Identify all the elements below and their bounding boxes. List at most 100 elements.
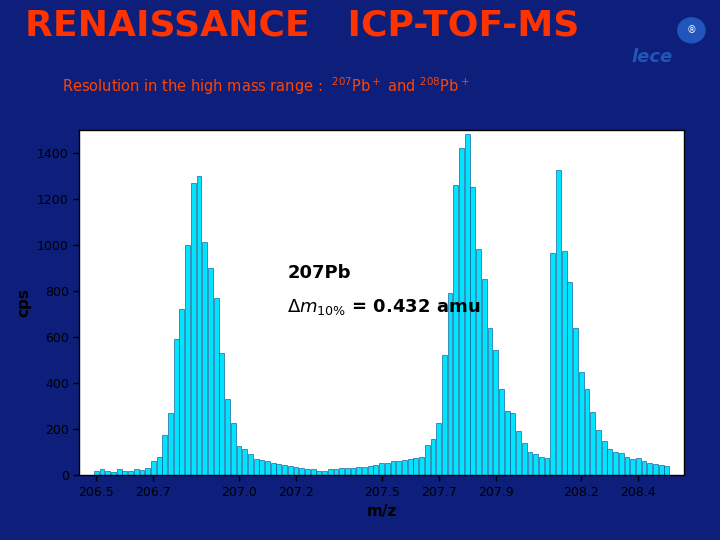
Bar <box>208 268 213 475</box>
Bar <box>408 459 413 475</box>
Bar <box>140 470 145 475</box>
Bar <box>300 468 304 475</box>
Bar <box>368 466 373 475</box>
Bar <box>567 282 572 475</box>
Bar <box>618 453 624 475</box>
Bar <box>145 468 150 475</box>
Bar <box>242 449 247 475</box>
Bar <box>231 423 235 475</box>
Bar <box>624 457 629 475</box>
Bar <box>465 134 469 475</box>
Bar <box>191 183 196 475</box>
Bar <box>602 441 606 475</box>
Bar <box>608 449 612 475</box>
Bar <box>647 463 652 475</box>
X-axis label: m/z: m/z <box>366 504 397 519</box>
Bar <box>163 435 167 475</box>
Bar <box>459 148 464 475</box>
Bar <box>185 245 190 475</box>
Bar <box>322 470 327 475</box>
Bar <box>482 279 487 475</box>
Bar <box>556 170 561 475</box>
Bar <box>659 465 664 475</box>
Bar <box>585 389 590 475</box>
Bar <box>288 466 293 475</box>
Text: $\Delta m_{10\%}$ = 0.432 amu: $\Delta m_{10\%}$ = 0.432 amu <box>287 296 481 316</box>
Bar <box>374 465 378 475</box>
Bar <box>419 457 424 475</box>
Bar <box>385 463 390 475</box>
Bar <box>282 465 287 475</box>
Bar <box>448 293 452 475</box>
Bar <box>390 461 395 475</box>
Bar <box>653 464 658 475</box>
Bar <box>271 463 276 475</box>
Bar <box>436 423 441 475</box>
Bar <box>333 469 338 475</box>
Bar <box>311 469 315 475</box>
Bar <box>197 176 202 475</box>
Bar <box>157 457 161 475</box>
Bar <box>253 459 258 475</box>
Bar <box>99 469 104 475</box>
Circle shape <box>678 18 705 43</box>
Bar <box>454 185 458 475</box>
Bar <box>179 309 184 475</box>
Bar <box>431 440 436 475</box>
Bar <box>579 372 584 475</box>
Bar <box>510 413 516 475</box>
Bar <box>214 298 219 475</box>
Bar <box>487 328 492 475</box>
Bar <box>168 413 173 475</box>
Bar <box>379 463 384 475</box>
Bar <box>202 242 207 475</box>
Bar <box>642 461 647 475</box>
Bar <box>345 468 350 475</box>
Text: RENAISSANCE   ICP-TOF-MS: RENAISSANCE ICP-TOF-MS <box>24 9 579 43</box>
Bar <box>105 470 110 475</box>
Bar <box>362 467 367 475</box>
Bar <box>237 447 241 475</box>
Bar <box>94 470 99 475</box>
Bar <box>493 349 498 475</box>
Bar <box>134 469 139 475</box>
Bar <box>328 469 333 475</box>
Bar <box>550 253 555 475</box>
Bar <box>505 411 510 475</box>
Bar <box>516 431 521 475</box>
Bar <box>539 457 544 475</box>
Bar <box>470 187 475 475</box>
Bar <box>522 443 526 475</box>
Bar <box>151 461 156 475</box>
Bar <box>630 459 635 475</box>
Bar <box>305 469 310 475</box>
Bar <box>117 469 122 475</box>
Bar <box>402 460 407 475</box>
Text: Resolution in the high mass range :  $^{207}$Pb$^+$ and $^{208}$Pb$^+$: Resolution in the high mass range : $^{2… <box>62 76 469 97</box>
Bar <box>499 389 504 475</box>
Bar <box>476 249 481 475</box>
Bar <box>265 461 270 475</box>
Bar <box>128 471 133 475</box>
Bar <box>122 470 127 475</box>
Bar <box>413 458 418 475</box>
Bar <box>248 455 253 475</box>
Bar <box>276 464 282 475</box>
Bar <box>225 399 230 475</box>
Bar <box>544 458 549 475</box>
Bar <box>636 458 641 475</box>
Bar <box>596 430 600 475</box>
Bar <box>425 446 430 475</box>
Bar <box>562 251 567 475</box>
Bar <box>220 353 224 475</box>
Bar <box>316 470 321 475</box>
Bar <box>528 452 532 475</box>
Text: 207Pb: 207Pb <box>287 264 351 282</box>
Bar <box>534 455 538 475</box>
Y-axis label: cps: cps <box>17 288 32 317</box>
Bar <box>396 461 401 475</box>
Bar <box>442 355 447 475</box>
Bar <box>573 328 578 475</box>
Bar <box>111 472 116 475</box>
Bar <box>590 412 595 475</box>
